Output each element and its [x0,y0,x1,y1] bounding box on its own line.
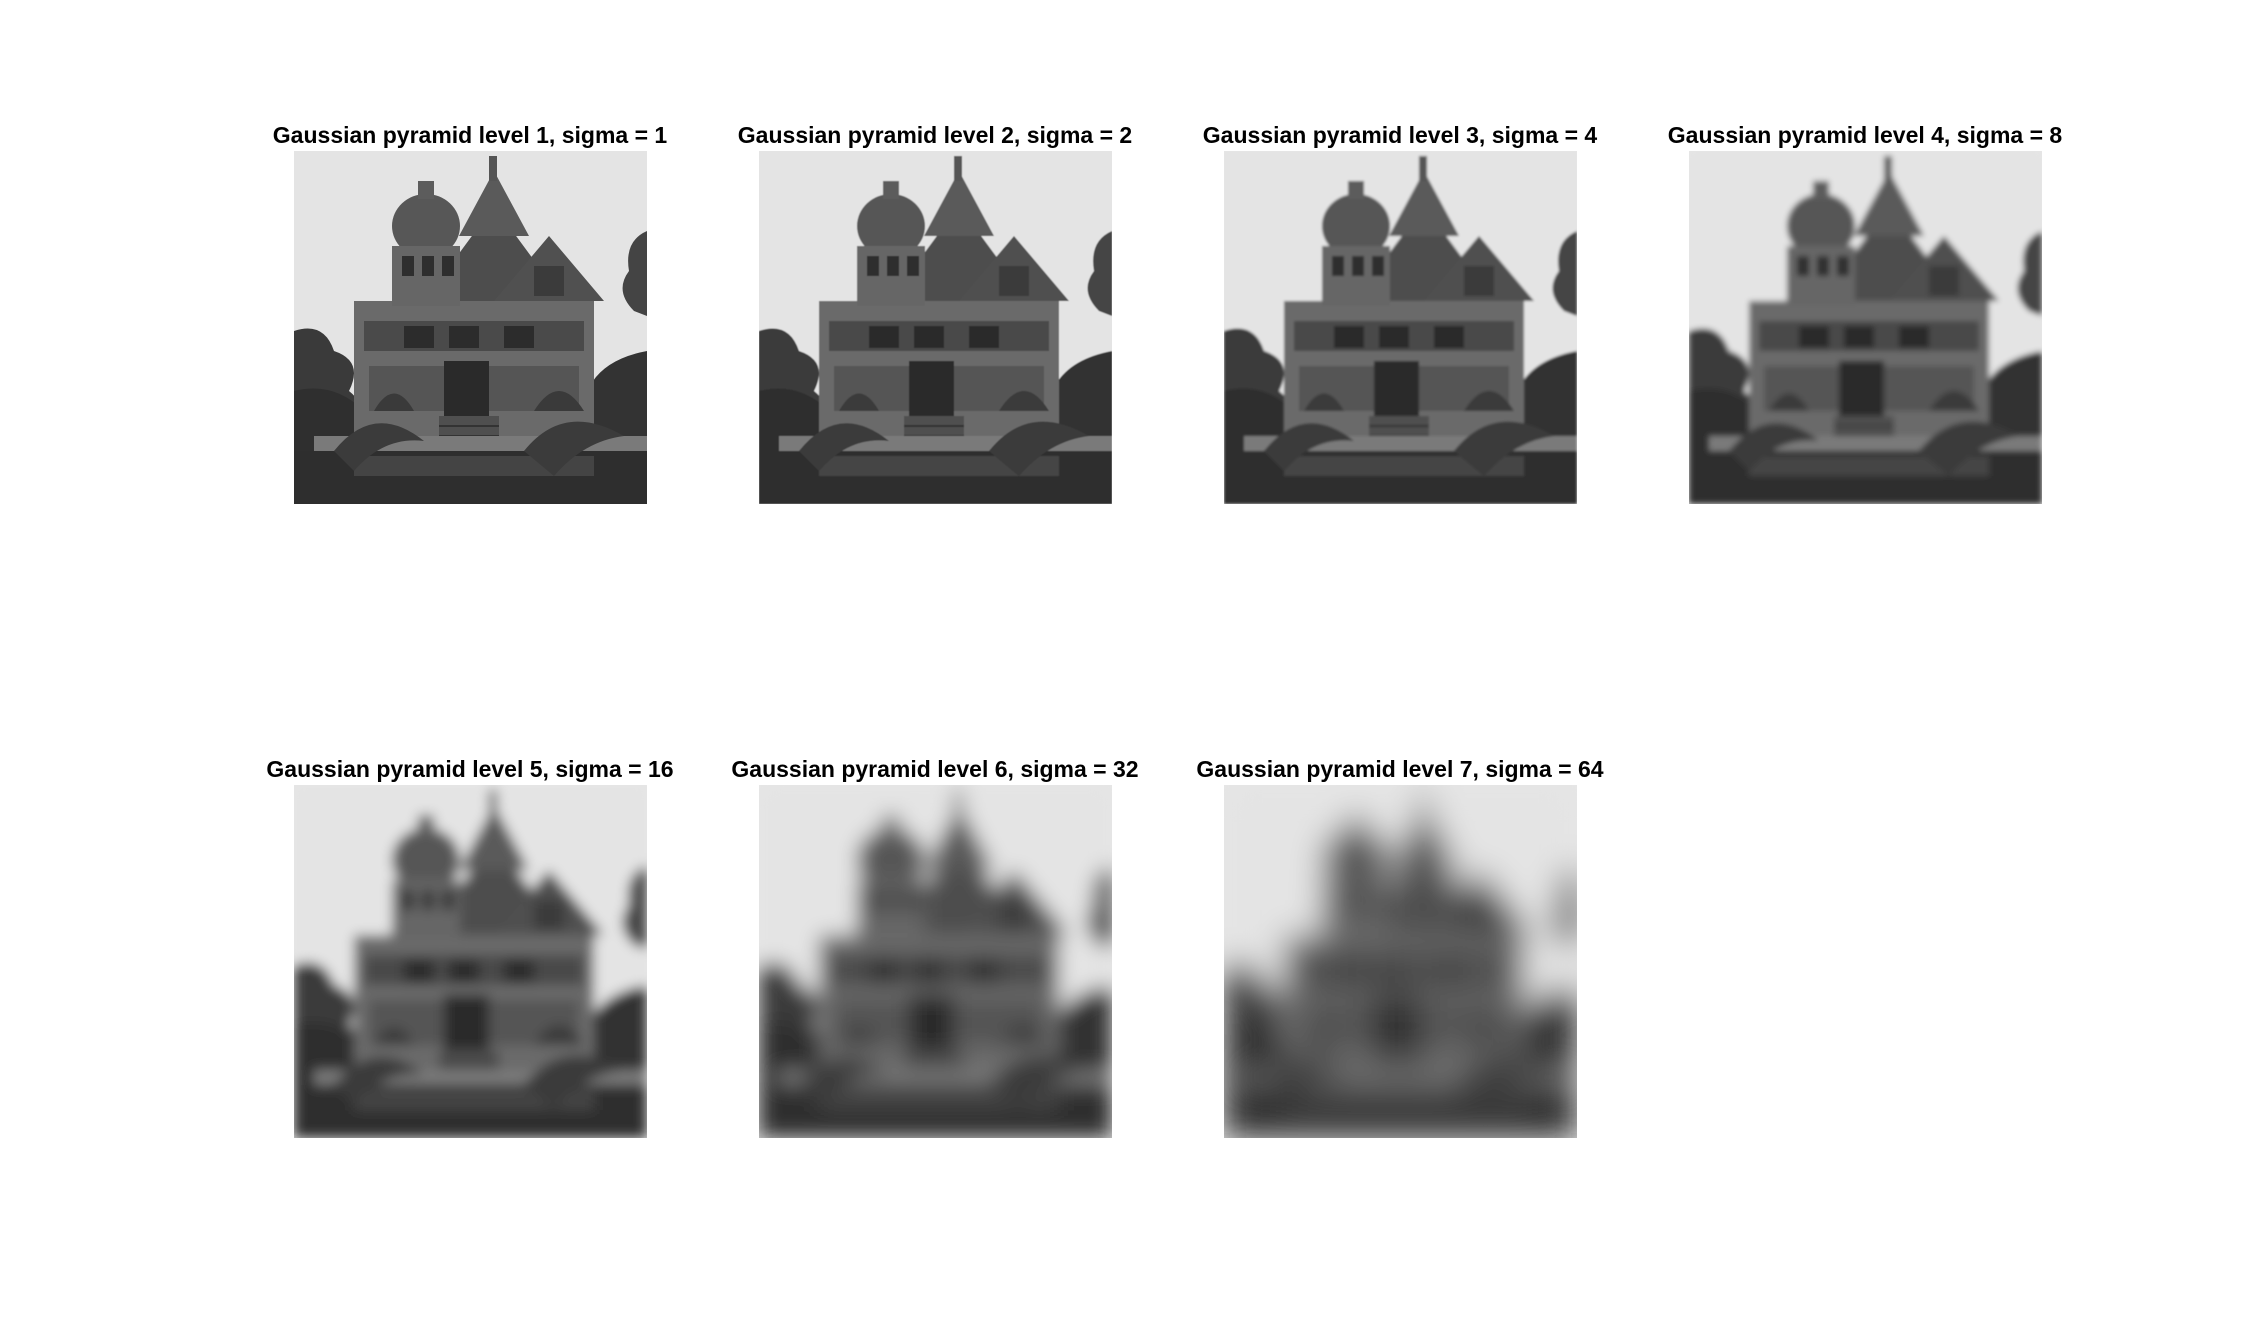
panel-title: Gaussian pyramid level 5, sigma = 16 [266,756,674,782]
panel-title: Gaussian pyramid level 3, sigma = 4 [1202,122,1598,148]
mansion-image-level-5 [294,785,647,1138]
mansion-photo-graphic [759,151,1112,504]
mansion-image-level-4 [1689,151,2042,504]
pyramid-panel-level-7: Gaussian pyramid level 7, sigma = 64 [1140,755,1660,1175]
mansion-photo-graphic [294,785,647,1138]
panel-title: Gaussian pyramid level 4, sigma = 8 [1667,122,2063,148]
mansion-photo-graphic [759,785,1112,1138]
mansion-image-level-2 [759,151,1112,504]
panel-title: Gaussian pyramid level 2, sigma = 2 [737,122,1133,148]
pyramid-panel-level-4: Gaussian pyramid level 4, sigma = 8 [1605,121,2125,541]
pyramid-panel-level-1: Gaussian pyramid level 1, sigma = 1 [210,121,730,541]
pyramid-panel-level-5: Gaussian pyramid level 5, sigma = 16 [210,755,730,1175]
mansion-image-level-1 [294,151,647,504]
mansion-photo-graphic [1224,785,1577,1138]
panel-title: Gaussian pyramid level 1, sigma = 1 [272,122,668,148]
mansion-image-level-3 [1224,151,1577,504]
mansion-photo-graphic [1689,151,2042,504]
panel-title: Gaussian pyramid level 7, sigma = 64 [1196,756,1604,782]
pyramid-panel-level-6: Gaussian pyramid level 6, sigma = 32 [675,755,1195,1175]
pyramid-panel-level-3: Gaussian pyramid level 3, sigma = 4 [1140,121,1660,541]
mansion-photo-graphic [294,151,647,504]
pyramid-panel-level-2: Gaussian pyramid level 2, sigma = 2 [675,121,1195,541]
mansion-image-level-6 [759,785,1112,1138]
mansion-image-level-7 [1224,785,1577,1138]
panel-title: Gaussian pyramid level 6, sigma = 32 [731,756,1139,782]
mansion-photo-graphic [1224,151,1577,504]
